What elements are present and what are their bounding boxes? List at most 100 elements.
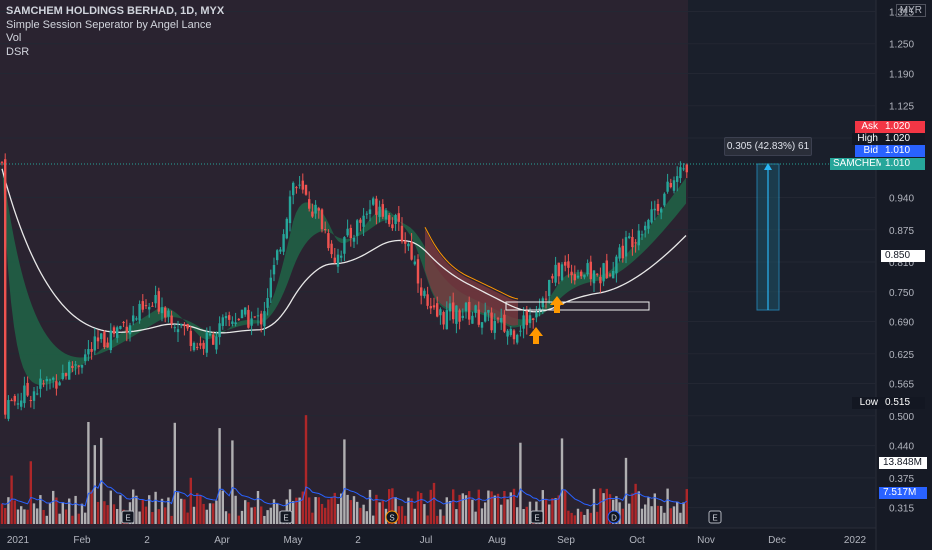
volume-bar [180,498,183,524]
candle [391,224,394,229]
volume-bar [135,495,138,524]
event-marker[interactable] [530,510,544,524]
volume-bar [96,501,100,524]
event-marker[interactable] [279,510,293,524]
volume-bar [192,506,196,524]
volume-bar [80,503,84,524]
event-marker[interactable] [708,510,722,524]
candle [618,247,621,259]
candle [317,208,320,211]
indicator-dsr[interactable]: DSR [6,45,30,58]
volume-bar [663,512,666,524]
candle [416,259,420,284]
candle [669,183,672,188]
volume-bar [372,515,375,524]
candle [45,378,48,382]
candle [116,327,119,338]
volume-bar [551,498,554,524]
candle [253,316,256,318]
volume-bar [461,493,464,524]
volume-bar [84,512,87,524]
volume-bar [605,488,608,524]
volume-bar [660,506,663,524]
volume-bar [61,502,64,524]
candle [244,307,247,315]
volume-bar [375,494,378,524]
candle [132,315,135,322]
candle [644,225,647,231]
candle [52,377,55,380]
candle [167,310,170,317]
candle [180,323,183,326]
candle [279,249,282,252]
candle [29,400,32,402]
symbol-title[interactable]: SAMCHEM HOLDINGS BERHAD, 1D, MYX [6,5,225,17]
event-marker-letter: S [389,514,394,523]
time-tick-label: 2 [355,535,361,546]
volume-bar [631,493,634,524]
volume-bar [266,510,269,524]
volume-bar [292,501,295,524]
candle [410,242,413,260]
indicator-session-separator[interactable]: Simple Session Seperator by Angel Lance [6,18,212,31]
candle [144,305,148,307]
candle [231,321,234,324]
candle [263,311,266,327]
event-marker[interactable] [607,510,621,524]
volume-bar [637,491,640,524]
event-marker[interactable] [121,510,135,524]
volume-bar [87,421,90,524]
volume-bar [247,502,250,524]
candle [573,274,576,281]
candle [359,219,362,223]
candle [512,330,516,340]
volume-bar [68,498,71,524]
price-tick-label: 0.690 [889,318,914,329]
volume-bar [448,500,452,524]
volume-bar [500,504,503,524]
volume-bar [13,500,16,524]
candle [36,393,39,395]
candle [141,301,144,310]
event-marker-letter: E [125,514,130,523]
candle [532,318,535,321]
candle [311,211,314,217]
candle [676,176,679,182]
price-tick-label: 0.375 [889,474,914,485]
candle [154,294,157,304]
volume-bar [231,440,234,524]
bid-label: Bid [855,145,881,157]
time-tick-label: Oct [629,535,645,546]
candle [320,209,324,230]
currency-label[interactable]: MYR [895,4,926,17]
volume-bar [327,499,330,524]
candle [349,227,352,239]
candle [375,198,378,215]
volume-bar [352,496,356,524]
mark-price-tag: 0.850 [881,250,925,262]
candle [7,400,10,419]
volume-bar [602,493,605,524]
volume-bar [493,495,496,524]
candle [631,236,634,248]
candle [192,342,196,351]
volume-bar [109,490,112,524]
candle [87,349,90,355]
volume-bar [314,497,317,524]
volume-bar [218,428,221,524]
volume-bar [455,509,458,524]
event-marker[interactable] [385,510,399,524]
event-marker-letter: E [283,514,288,523]
candle [477,309,480,325]
volume-bar [516,507,519,524]
candle [266,298,269,308]
volume-bar [541,490,544,524]
volume-bar [458,494,461,524]
volume-bar [634,483,637,524]
volume-bar [416,491,420,524]
volume-bar [26,509,29,524]
candle [288,196,292,224]
indicator-volume[interactable]: Vol [6,32,22,44]
candle [269,277,272,298]
